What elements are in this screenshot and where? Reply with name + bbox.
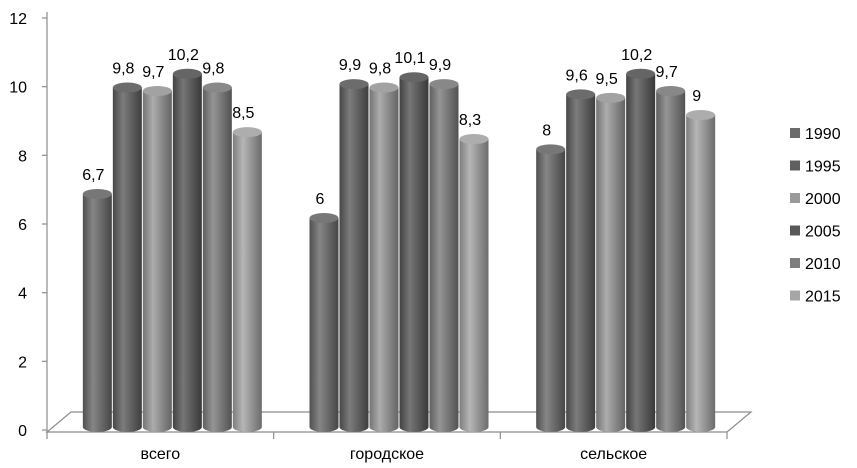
legend-swatch: [790, 258, 800, 268]
data-label: 9,8: [202, 61, 224, 78]
y-tick-label: 4: [18, 286, 27, 303]
data-label: 9,7: [656, 64, 678, 81]
data-label: 8,3: [459, 112, 481, 129]
x-category-label: сельское: [580, 446, 647, 463]
legend-label: 2015: [805, 289, 841, 306]
data-label: 10,2: [168, 47, 199, 64]
bar: [232, 127, 262, 432]
legend-swatch: [790, 290, 800, 301]
y-tick-label: 0: [18, 423, 27, 440]
data-label: 9,6: [566, 67, 588, 84]
bar: [626, 68, 656, 433]
bar: [656, 85, 686, 432]
data-label: 10,2: [621, 47, 652, 64]
bar: [536, 144, 566, 433]
bar: [596, 92, 626, 432]
legend-label: 2005: [805, 224, 841, 241]
bar: [309, 213, 339, 432]
chart-legend: 1990 1995 2000 2005 2010 2015: [790, 126, 841, 306]
data-label: 9,5: [596, 71, 618, 88]
bar: [142, 85, 172, 432]
legend-swatch: [790, 128, 800, 138]
x-category-label: всего: [141, 446, 181, 463]
bar: [339, 79, 369, 432]
bar: [399, 72, 429, 432]
bar: [459, 134, 489, 433]
chart-bars: [82, 68, 716, 433]
data-label: 8,5: [232, 105, 254, 122]
bar: [369, 82, 399, 432]
legend-label: 2000: [805, 191, 841, 208]
data-label: 9,8: [112, 61, 134, 78]
bar: [82, 188, 112, 432]
y-tick-label: 2: [18, 354, 27, 371]
y-tick-label: 12: [9, 11, 27, 28]
data-label: 6,7: [82, 167, 104, 184]
data-label: 9,9: [429, 57, 451, 74]
chart-data-labels: 6,79,8 9,710,29,88,569,9 9,810,1 9,98,389,6…: [82, 47, 701, 208]
bar: [202, 82, 232, 433]
data-label: 10,1: [394, 50, 425, 67]
y-tick-label: 8: [18, 148, 27, 165]
bar: [429, 79, 459, 432]
y-tick-label: 6: [18, 217, 27, 234]
legend-label: 1995: [805, 159, 841, 176]
bar: [172, 68, 202, 433]
legend-label: 2010: [805, 256, 841, 273]
bar: [112, 82, 142, 432]
legend-swatch: [790, 193, 800, 203]
x-category-label: городское: [350, 446, 424, 463]
bar: [686, 110, 716, 432]
legend-label: 1990: [805, 126, 841, 143]
data-label: 6: [316, 191, 325, 208]
y-tick-label: 10: [9, 80, 27, 97]
bar: [566, 89, 596, 433]
legend-swatch: [790, 225, 800, 236]
data-label: 9: [692, 88, 701, 105]
data-label: 8: [542, 122, 551, 139]
data-label: 9,8: [369, 61, 391, 78]
data-label: 9,9: [339, 57, 361, 74]
legend-swatch: [790, 160, 800, 171]
data-label: 9,7: [142, 64, 164, 81]
